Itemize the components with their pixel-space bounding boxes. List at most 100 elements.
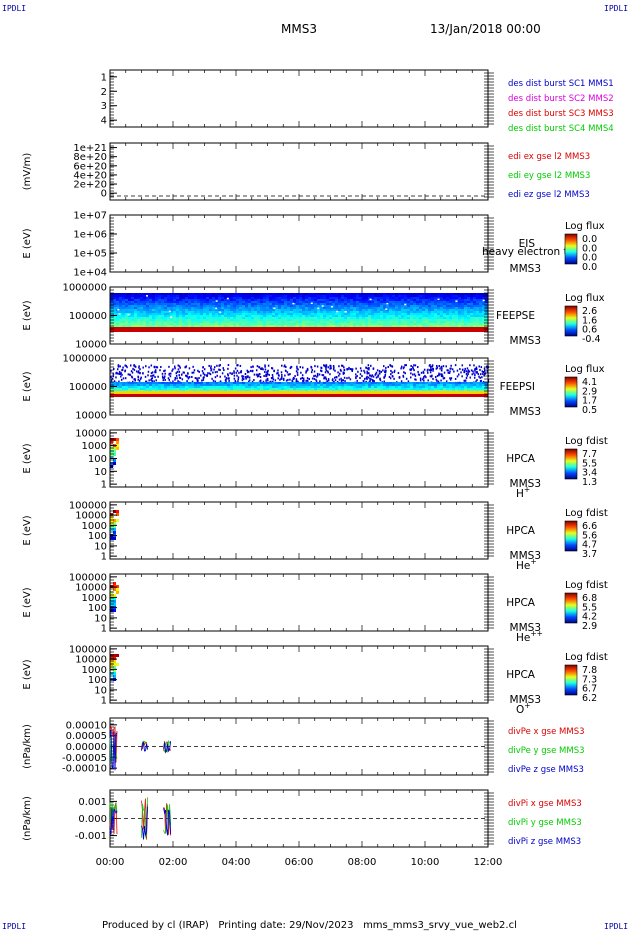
feepse-cell bbox=[212, 321, 216, 324]
feepse-cell bbox=[443, 301, 447, 304]
y-tick-label: -0.00010 bbox=[62, 764, 107, 775]
feepse-cell bbox=[401, 317, 405, 320]
feepse-cell bbox=[236, 325, 240, 328]
colorbar bbox=[564, 376, 578, 408]
feepse-cell bbox=[221, 325, 225, 328]
feepse-cell bbox=[113, 325, 117, 328]
hpca-cell bbox=[116, 519, 119, 522]
hpca-cell bbox=[110, 513, 113, 516]
feepsi-dot bbox=[464, 369, 466, 372]
feepse-cell bbox=[188, 313, 192, 316]
feepsi-cell bbox=[200, 384, 204, 387]
feepse-cell bbox=[248, 303, 252, 306]
feepse-cell bbox=[452, 293, 456, 296]
feepsi-dot bbox=[391, 375, 394, 378]
feepse-cell bbox=[143, 309, 147, 312]
feepse-cell bbox=[407, 303, 411, 306]
feepsi-cell bbox=[332, 388, 336, 391]
feepse-cell bbox=[266, 321, 270, 324]
feepse-cell bbox=[179, 305, 183, 308]
feepsi-dot bbox=[372, 367, 375, 370]
feepse-cell bbox=[308, 297, 312, 300]
feepse-cell bbox=[386, 293, 390, 296]
feepse-cell bbox=[206, 317, 210, 320]
feepse-cell bbox=[404, 299, 408, 302]
corner-tag-top-right: IPDLI bbox=[604, 4, 629, 13]
feepse-cell bbox=[443, 307, 447, 310]
feepse-cell bbox=[434, 307, 438, 310]
feepsi-cell bbox=[140, 382, 144, 385]
feepse-cell bbox=[251, 301, 255, 304]
feepsi-dot bbox=[221, 372, 224, 375]
feepse-cell bbox=[467, 307, 471, 310]
feepse-cell bbox=[386, 299, 390, 302]
feepse-cell bbox=[332, 323, 336, 326]
legend-des-dist-burst: des dist burst SC1 MMS1 bbox=[508, 79, 614, 89]
feepse-cell bbox=[188, 315, 192, 318]
feepse-cell bbox=[200, 319, 204, 322]
feepsi-cell bbox=[476, 388, 480, 391]
feepse-cell bbox=[416, 315, 420, 318]
feepse-cell bbox=[425, 301, 429, 304]
feepse-cell bbox=[308, 313, 312, 316]
feepsi-cell bbox=[377, 386, 381, 389]
feepse-cell bbox=[476, 305, 480, 308]
feepse-cell bbox=[446, 297, 450, 300]
feepse-cell bbox=[440, 297, 444, 300]
feepsi-cell bbox=[398, 382, 402, 385]
feepse-cell bbox=[314, 295, 318, 298]
feepse-cell bbox=[371, 311, 375, 314]
feepse-band bbox=[110, 327, 488, 332]
feepse-cell bbox=[155, 293, 159, 296]
feepsi-cell bbox=[203, 388, 207, 391]
feepsi-dot bbox=[218, 368, 220, 371]
feepsi-cell bbox=[395, 384, 399, 387]
feepsi-cell bbox=[278, 388, 282, 391]
feepse-cell bbox=[293, 303, 297, 306]
feepse-cell bbox=[260, 315, 264, 318]
feepse-cell bbox=[467, 299, 471, 302]
feepsi-cell bbox=[446, 382, 450, 385]
time-label: 10:00 bbox=[411, 857, 440, 868]
feepse-cell bbox=[416, 323, 420, 326]
feepse-cell bbox=[143, 301, 147, 304]
feepsi-dot bbox=[351, 368, 354, 371]
feepsi-dot bbox=[418, 373, 421, 376]
feepsi-dot bbox=[168, 378, 171, 381]
feepsi-dot bbox=[463, 370, 466, 373]
feepsi-dot bbox=[431, 365, 433, 368]
feepsi-cell bbox=[389, 388, 393, 391]
feepsi-cell bbox=[473, 386, 477, 389]
feepsi-cell bbox=[380, 384, 384, 387]
feepse-cell bbox=[230, 313, 234, 316]
feepsi-cell bbox=[293, 388, 297, 391]
feepsi-cell bbox=[197, 382, 201, 385]
feepsi-dot bbox=[264, 365, 266, 368]
feepse-cell bbox=[332, 301, 336, 304]
feepsi-dot bbox=[329, 365, 332, 368]
feepse-cell bbox=[407, 301, 411, 304]
feepse-cell bbox=[281, 293, 285, 296]
feepse-cell bbox=[296, 295, 300, 298]
feepse-cell bbox=[197, 299, 201, 302]
feepse-cell bbox=[212, 313, 216, 316]
feepse-cell bbox=[299, 309, 303, 312]
feepsi-dot bbox=[257, 373, 259, 376]
feepsi-dot bbox=[122, 366, 124, 369]
feepse-cell bbox=[461, 303, 465, 306]
feepsi-dot bbox=[188, 367, 191, 370]
feepse-cell bbox=[173, 309, 177, 312]
feepse-cell bbox=[359, 295, 363, 298]
feepse-cell bbox=[284, 313, 288, 316]
feepsi-dot bbox=[440, 379, 442, 382]
feepse-cell bbox=[428, 307, 432, 310]
feepse-cell bbox=[116, 315, 120, 318]
feepse-cell bbox=[290, 311, 294, 314]
feepsi-dot bbox=[259, 373, 261, 376]
feepsi-cell bbox=[335, 388, 339, 391]
feepsi-cell bbox=[365, 382, 369, 385]
feepsi-dot bbox=[171, 369, 173, 372]
feepse-cell bbox=[362, 325, 366, 328]
feepse-cell bbox=[122, 321, 126, 324]
